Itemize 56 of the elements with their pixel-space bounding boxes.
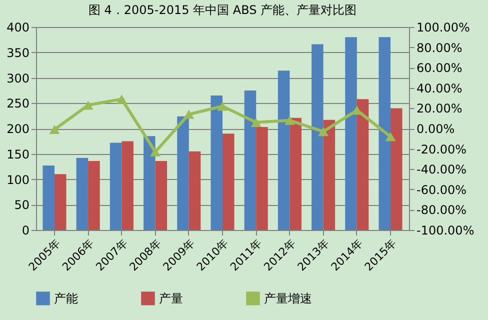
bar (144, 136, 156, 230)
bar (177, 116, 189, 230)
point (318, 127, 329, 136)
bar (278, 70, 290, 230)
point (184, 110, 194, 119)
y2-tick-label: -80.00% (416, 203, 467, 218)
y2-tick-label: 60.00% (416, 61, 462, 76)
bar (378, 37, 391, 230)
y2-tick-label: -60.00% (416, 182, 467, 197)
y2-tick-label: -20.00% (416, 142, 467, 156)
bar (222, 134, 234, 230)
y-tick-label: 250 (6, 96, 30, 111)
bar (244, 90, 256, 230)
bar (155, 160, 168, 230)
chart-title: 图 4．2005-2015 年中国 ABS 产能、产量对比图 (88, 3, 357, 17)
legend-label: 产量 (159, 291, 183, 306)
y-tick-label: 350 (6, 46, 30, 60)
y-tick-label: 200 (6, 122, 30, 136)
bar (110, 142, 122, 230)
y-tick-label: 150 (6, 147, 30, 162)
y2-tick-label: 80.00% (416, 40, 462, 55)
bar (188, 151, 201, 230)
bar (88, 160, 100, 230)
point (385, 132, 396, 142)
bar (76, 158, 88, 230)
point (217, 102, 228, 111)
point (284, 116, 295, 125)
y-tick-label: 400 (6, 20, 30, 34)
bar (210, 96, 222, 230)
point (116, 94, 127, 104)
bar (356, 99, 369, 230)
bar (42, 166, 54, 230)
bar (290, 118, 302, 230)
bar (345, 37, 357, 230)
y-tick-label: 300 (6, 71, 30, 86)
point (82, 100, 94, 110)
point (250, 118, 262, 127)
y2-tick-label: 0.00% (416, 122, 455, 136)
y-tick-label: 0 (22, 224, 30, 238)
y2-tick-label: -100.00% (416, 224, 474, 238)
legend-label: 产能 (54, 291, 78, 306)
bar (256, 126, 268, 230)
legend-label: 产量增速 (264, 291, 312, 306)
bar (122, 141, 134, 230)
bar (390, 108, 402, 230)
point (49, 124, 60, 134)
y2-tick-label: 20.00% (416, 102, 462, 116)
y2-tick-label: -40.00% (416, 162, 467, 177)
y-tick-label: 50 (14, 198, 30, 212)
bar (323, 120, 336, 230)
y-tick-label: 100 (6, 172, 30, 187)
y2-tick-label: 40.00% (416, 81, 462, 96)
bar (312, 44, 324, 230)
y2-tick-label: 100.00% (416, 20, 470, 34)
point (150, 147, 161, 156)
bar (54, 174, 66, 230)
